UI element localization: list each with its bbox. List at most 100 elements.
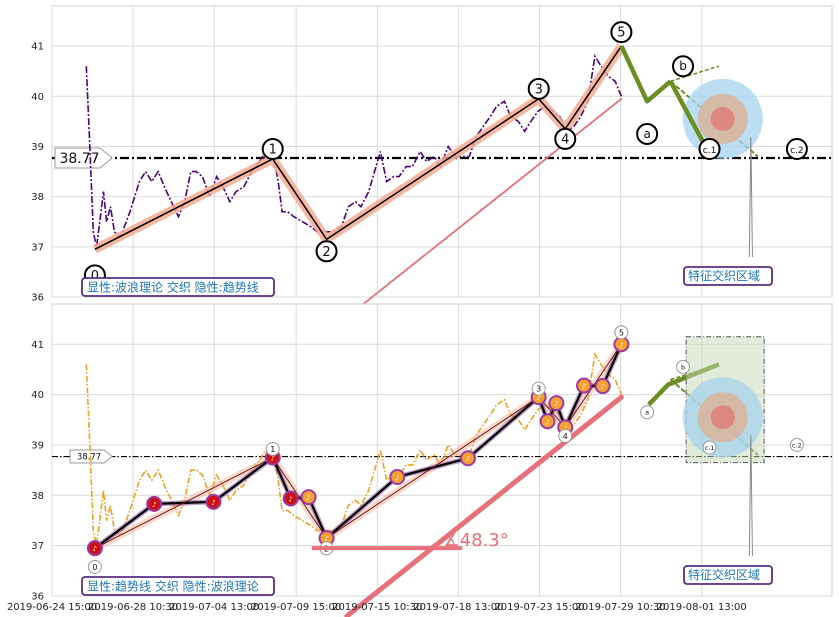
wave-label-4: 4 (563, 432, 568, 441)
trend-line (345, 97, 623, 318)
wave-marker-8 (460, 450, 476, 467)
wave-label-circle-1 (265, 442, 280, 457)
wave-marker-0 (86, 540, 103, 557)
wave-marker-glyph-10: ♪ (545, 418, 549, 426)
wave-label-3: 3 (536, 385, 541, 394)
zone-inner (710, 405, 735, 430)
forecast-label-3: c.2 (792, 441, 802, 449)
wave-label-3: 3 (535, 82, 543, 97)
wave-marker-glyph-14: ♪ (600, 383, 604, 391)
wave-marker-glyph-4: ♪ (288, 495, 292, 503)
forecast-label-2: c.1 (703, 146, 717, 156)
wave-label-circle-3 (531, 381, 546, 396)
wave-marker-4 (282, 490, 299, 507)
top-panel: 36 37 38 39 40 41 38.77 0 1 2 3 4 5 a b c.1 c.2 显性:波浪理论 交… (31, 5, 833, 318)
forecast-label-circle-2 (698, 137, 721, 160)
x-tick-1: 2019-06-28 10:30 (88, 602, 178, 613)
x-tick-6: 2019-07-23 15:00 (494, 602, 584, 613)
forecast-label-0: a (645, 409, 649, 417)
x-tick-8: 2019-08-01 13:00 (657, 602, 747, 613)
y-tick-5: 41 (31, 42, 44, 53)
h-line-label: 38.77 (59, 151, 99, 167)
wave-line (94, 45, 623, 250)
wave-label-circle-5 (614, 325, 629, 340)
wave-label-0: 0 (92, 563, 97, 572)
wave-label-circle-4 (554, 127, 577, 150)
wave-label-circle-2 (315, 240, 338, 263)
wave-marker-10 (539, 413, 556, 430)
caption-box (81, 576, 275, 596)
wave-label-5: 5 (619, 328, 624, 337)
forecast-label-circle-2 (702, 440, 717, 455)
wave-marker-glyph-0: ♪ (93, 545, 97, 553)
wave-label-4: 4 (561, 132, 569, 147)
trend-line (344, 394, 624, 617)
wave-label-circle-1 (261, 138, 284, 161)
wave-label-circle-3 (527, 77, 550, 100)
wave-marker-glyph-13: ♪ (582, 383, 586, 391)
wave-label-0: 0 (91, 269, 99, 284)
caption-text: 显性:波浪理论 交织 隐性:趋势线 (87, 280, 259, 295)
wave-marker-glyph-1: ♪ (152, 501, 156, 509)
y-tick-0: 36 (31, 592, 44, 603)
forecast-upper (670, 65, 720, 82)
wave-marker-11 (548, 395, 565, 412)
wave-marker-glyph-5: ♪ (306, 494, 310, 502)
forecast-label-circle-1 (676, 359, 691, 374)
y-tick-3: 39 (31, 440, 44, 451)
wave-marker-glyph-3: ♪ (271, 455, 275, 463)
zone-inner (710, 106, 735, 131)
wave-marker-5 (300, 489, 317, 506)
zone-label-text: 特征交织区域 (688, 567, 760, 582)
h-line-label: 38.77 (77, 453, 101, 463)
wave-label-5: 5 (617, 26, 625, 41)
wave-marker-7 (389, 469, 406, 486)
wave-marker-glyph-9: ♪ (536, 394, 540, 402)
wave-label-circle-0 (87, 559, 102, 574)
y-tick-5: 41 (31, 340, 44, 351)
forecast-label-circle-0 (636, 122, 659, 145)
wave-marker-glyph-11: ♪ (554, 400, 558, 408)
x-tick-0: 2019-06-24 15:00 (7, 602, 97, 613)
y-tick-2: 38 (31, 192, 44, 203)
forecast-label-circle-0 (640, 405, 655, 420)
wave-label-circle-4 (558, 428, 573, 443)
x-tick-4: 2019-07-15 10:30 (332, 602, 422, 613)
wave-marker-1 (146, 495, 163, 512)
wave-marker-2 (205, 493, 222, 510)
y-tick-1: 37 (31, 541, 44, 552)
wave-marker-glyph-12: ♪ (563, 424, 567, 432)
h-line-label-box (54, 147, 113, 169)
wave-marker-glyph-7: ♪ (395, 474, 399, 482)
zone-label-box (683, 266, 773, 286)
forecast-label-circle-3 (785, 137, 808, 160)
x-tick-7: 2019-07-29 10:30 (576, 602, 666, 613)
forecast-label-circle-3 (789, 437, 804, 452)
wave-label-2: 2 (322, 245, 330, 260)
x-tick-5: 2019-07-18 13:00 (413, 602, 503, 613)
wave-marker-glyph-15: ♪ (619, 341, 623, 349)
caption-box (81, 277, 275, 297)
y-tick-4: 40 (31, 390, 44, 401)
wave-thin (94, 344, 622, 549)
wave-marker-13 (575, 377, 592, 394)
wave-label-1: 1 (270, 445, 275, 454)
forecast-line (619, 45, 672, 104)
y-tick-4: 40 (31, 92, 44, 103)
wave-label-circle-5 (610, 21, 633, 44)
forecast-label-2: c.1 (705, 444, 715, 452)
y-tick-3: 39 (31, 142, 44, 153)
y-tick-0: 36 (31, 293, 44, 304)
x-tick-2: 2019-07-04 13:00 (169, 602, 259, 613)
caption-text: 显性:趋势线 交织 隐性:波浪理论 (87, 579, 259, 594)
wave-marker-14 (594, 378, 611, 395)
y-tick-2: 38 (31, 491, 44, 502)
forecast-label-circle-1 (672, 55, 695, 78)
wave-label-1: 1 (269, 143, 277, 158)
zone-label-box (683, 565, 773, 585)
wave-marker-glyph-8: ♪ (466, 455, 470, 463)
wave-marker-glyph-2: ♪ (211, 499, 215, 507)
forecast-label-3: c.2 (790, 146, 804, 156)
